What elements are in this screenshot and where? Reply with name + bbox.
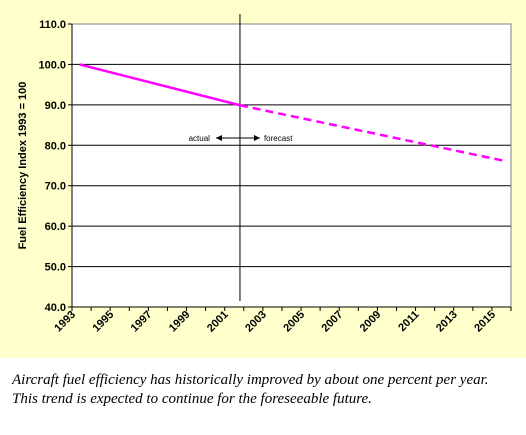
y-tick-label: 80.0 [45,140,66,152]
annotation-actual: actual [189,134,211,143]
x-tick-label: 1999 [167,309,193,335]
x-tick-label: 2001 [205,309,231,335]
chart-panel: 40.0 50.0 60.0 70.0 80.0 90.0 100.0 110.0 1993 19… [0,0,526,358]
x-tick-label: 2015 [472,309,498,335]
y-axis-title: Fuel Efficiency Index 1993 = 100 [17,82,29,250]
plot-area [72,24,511,307]
forecast-line [239,104,506,163]
actual-line [79,63,241,107]
y-tick-label: 110.0 [39,19,66,31]
x-tick-label: 2003 [243,309,269,335]
y-tick-label: 100.0 [38,59,66,71]
x-tick-label: 1997 [129,309,155,335]
x-tick-label: 1995 [90,309,116,335]
y-tick-label: 50.0 [45,262,66,274]
arrow-left-icon [215,135,222,141]
x-tick-label: 2005 [281,309,307,335]
chart-caption: Aircraft fuel efficiency has historicall… [12,372,489,407]
x-tick-label: 2011 [396,309,421,334]
annotation-forecast: forecast [264,134,293,143]
x-tick-label: 2009 [358,309,384,335]
arrow-right-icon [253,135,260,141]
y-tick-label: 90.0 [45,100,66,112]
x-tick-label: 2007 [320,309,346,335]
y-tick-label: 70.0 [45,181,66,193]
x-tick-label: 2013 [434,309,460,335]
y-tick-label: 40.0 [45,302,66,314]
y-tick-label: 60.0 [45,221,66,233]
